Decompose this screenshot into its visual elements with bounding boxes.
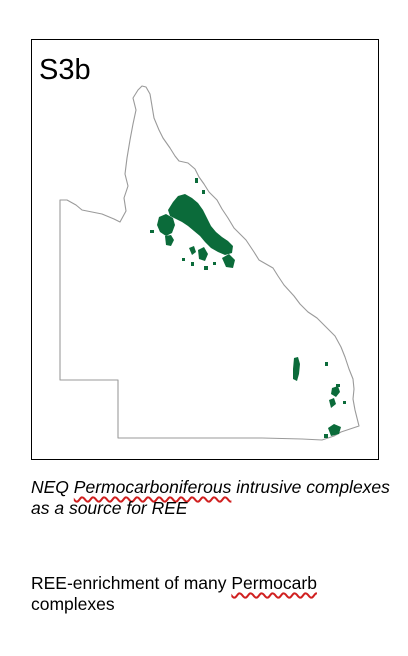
complex-north-dot-7 xyxy=(213,262,216,265)
complex-south-central xyxy=(293,357,300,381)
complex-north-dot-3 xyxy=(150,230,154,233)
complex-north-dot-1 xyxy=(195,178,198,183)
map-panel: S3b xyxy=(31,39,379,460)
caption-part-1: NEQ xyxy=(31,477,74,497)
queensland-map xyxy=(59,85,360,441)
complex-north-dot-5 xyxy=(191,262,194,266)
complex-north-dot-8 xyxy=(218,244,221,247)
complex-south-dot-3 xyxy=(343,401,346,404)
complex-south-dot-2 xyxy=(336,384,340,387)
caption-part-3: intrusive complexes as a source for REE xyxy=(31,477,390,518)
complex-north-main xyxy=(168,194,233,255)
map-caption: NEQ Permocarboniferous intrusive complex… xyxy=(31,477,391,519)
complex-south-dot-1 xyxy=(325,362,328,366)
note-part-1: REE-enrichment of many xyxy=(31,573,232,593)
caption-spellcheck-word: Permocarboniferous xyxy=(73,477,232,497)
complex-north-dot-2 xyxy=(202,190,205,194)
note-part-3: complexes xyxy=(31,594,115,614)
complex-south-east-1 xyxy=(331,386,340,397)
intrusive-complexes xyxy=(150,178,346,438)
complex-south-east-2 xyxy=(329,398,336,408)
complex-north-south xyxy=(198,247,208,261)
complex-north-cluster-sw xyxy=(189,246,196,255)
complex-north-dot-6 xyxy=(204,266,208,270)
complex-north-west xyxy=(157,214,175,236)
complex-north-dot-4 xyxy=(182,258,185,261)
enrichment-note: REE-enrichment of many Permocarb complex… xyxy=(31,573,391,615)
note-spellcheck-word: Permocarb xyxy=(231,573,317,593)
panel-label: S3b xyxy=(39,54,91,86)
complex-south-east-3 xyxy=(328,424,341,436)
complex-north-east xyxy=(222,254,235,268)
complex-north-west-2 xyxy=(165,235,174,246)
state-outline xyxy=(59,85,360,441)
complex-south-dot-4 xyxy=(324,434,328,438)
